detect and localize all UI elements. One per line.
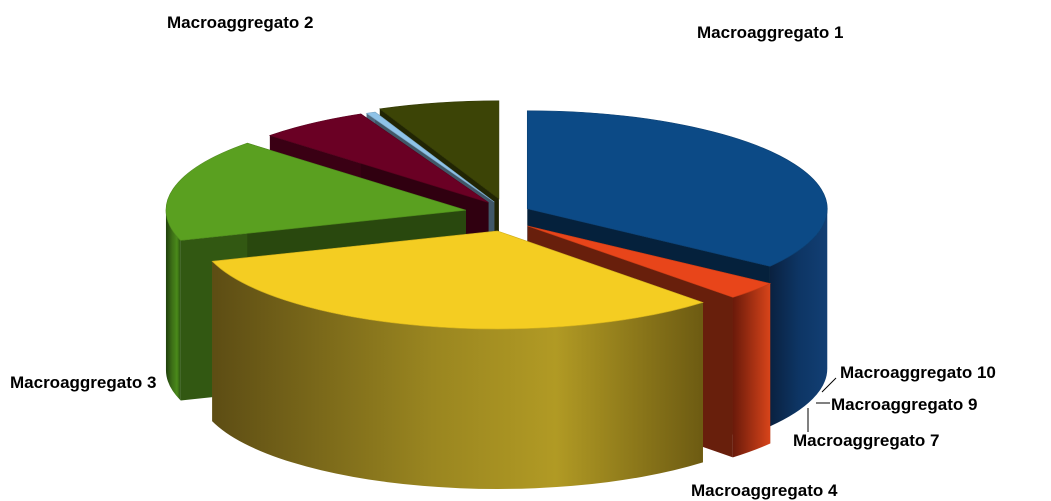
slice-side xyxy=(732,283,771,458)
slice-top xyxy=(527,225,772,298)
slice-top xyxy=(211,230,704,330)
slice-label-3: Macroaggregato 3 xyxy=(10,373,156,392)
slice-side xyxy=(212,261,703,489)
slice-label-7: Macroaggregato 10 xyxy=(840,363,996,382)
slice-label-1: Macroaggregato 1 xyxy=(697,23,843,42)
slice-label-5: Macroaggregato 7 xyxy=(793,431,939,450)
slice-top xyxy=(165,142,467,241)
slice-top xyxy=(379,100,500,200)
slice-top xyxy=(268,113,489,203)
slice-top xyxy=(365,111,495,203)
slice-top xyxy=(526,110,828,267)
slice-label-2: Macroaggregato 2 xyxy=(167,13,313,32)
leader-line xyxy=(821,377,837,393)
pie-slice-3 xyxy=(211,230,704,489)
slice-side xyxy=(165,210,181,401)
slice-side xyxy=(769,208,828,427)
slice-label-6: Macroaggregato 9 xyxy=(831,395,977,414)
slice-label-4: Macroaggregato 4 xyxy=(691,481,838,500)
